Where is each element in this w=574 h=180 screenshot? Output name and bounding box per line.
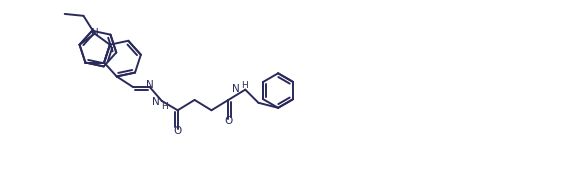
Text: H: H [241,81,248,90]
Text: N: N [232,84,239,94]
Text: H: H [161,102,168,111]
Text: N: N [91,28,99,38]
Text: O: O [224,116,232,126]
Text: O: O [173,126,182,136]
Text: N: N [146,80,154,90]
Text: N: N [152,97,160,107]
